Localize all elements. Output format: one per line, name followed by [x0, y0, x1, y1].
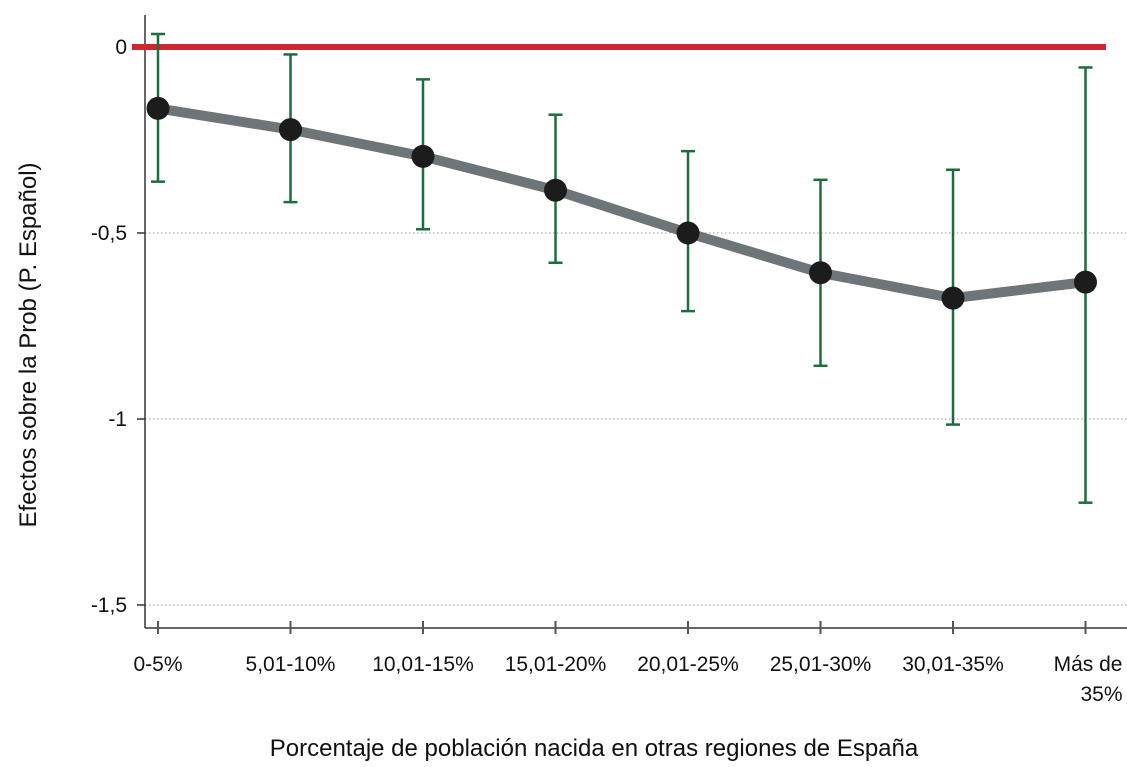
x-tick-label: 10,01-15% [372, 653, 474, 676]
x-tick-label: Más de [1054, 653, 1123, 676]
x-tick-label: 0-5% [133, 653, 182, 676]
x-tick-label: 15,01-20% [505, 653, 607, 676]
x-tick-label: 35% [1080, 683, 1122, 706]
x-tick-label: 20,01-25% [637, 653, 739, 676]
x-tick-label: 30,01-35% [902, 653, 1004, 676]
y-tick-label: 0 [115, 36, 127, 59]
y-tick-label: -0,5 [91, 222, 127, 245]
y-tick-label: -1,5 [91, 594, 127, 617]
data-point [279, 118, 302, 142]
x-tick-label: 25,01-30% [770, 653, 872, 676]
data-point [1074, 270, 1097, 294]
data-point [941, 286, 965, 310]
data-point [411, 144, 435, 168]
y-axis-title: Efectos sobre la Prob (P. Español) [15, 162, 42, 527]
data-point [544, 178, 567, 202]
y-tick-label: -1 [108, 408, 127, 431]
x-axis-title: Porcentaje de población nacida en otras … [270, 735, 919, 762]
data-point [676, 221, 700, 245]
data-point [146, 96, 170, 120]
series-line [153, 103, 1091, 304]
x-tick-label: 5,01-10% [246, 653, 336, 676]
data-point [809, 261, 832, 285]
